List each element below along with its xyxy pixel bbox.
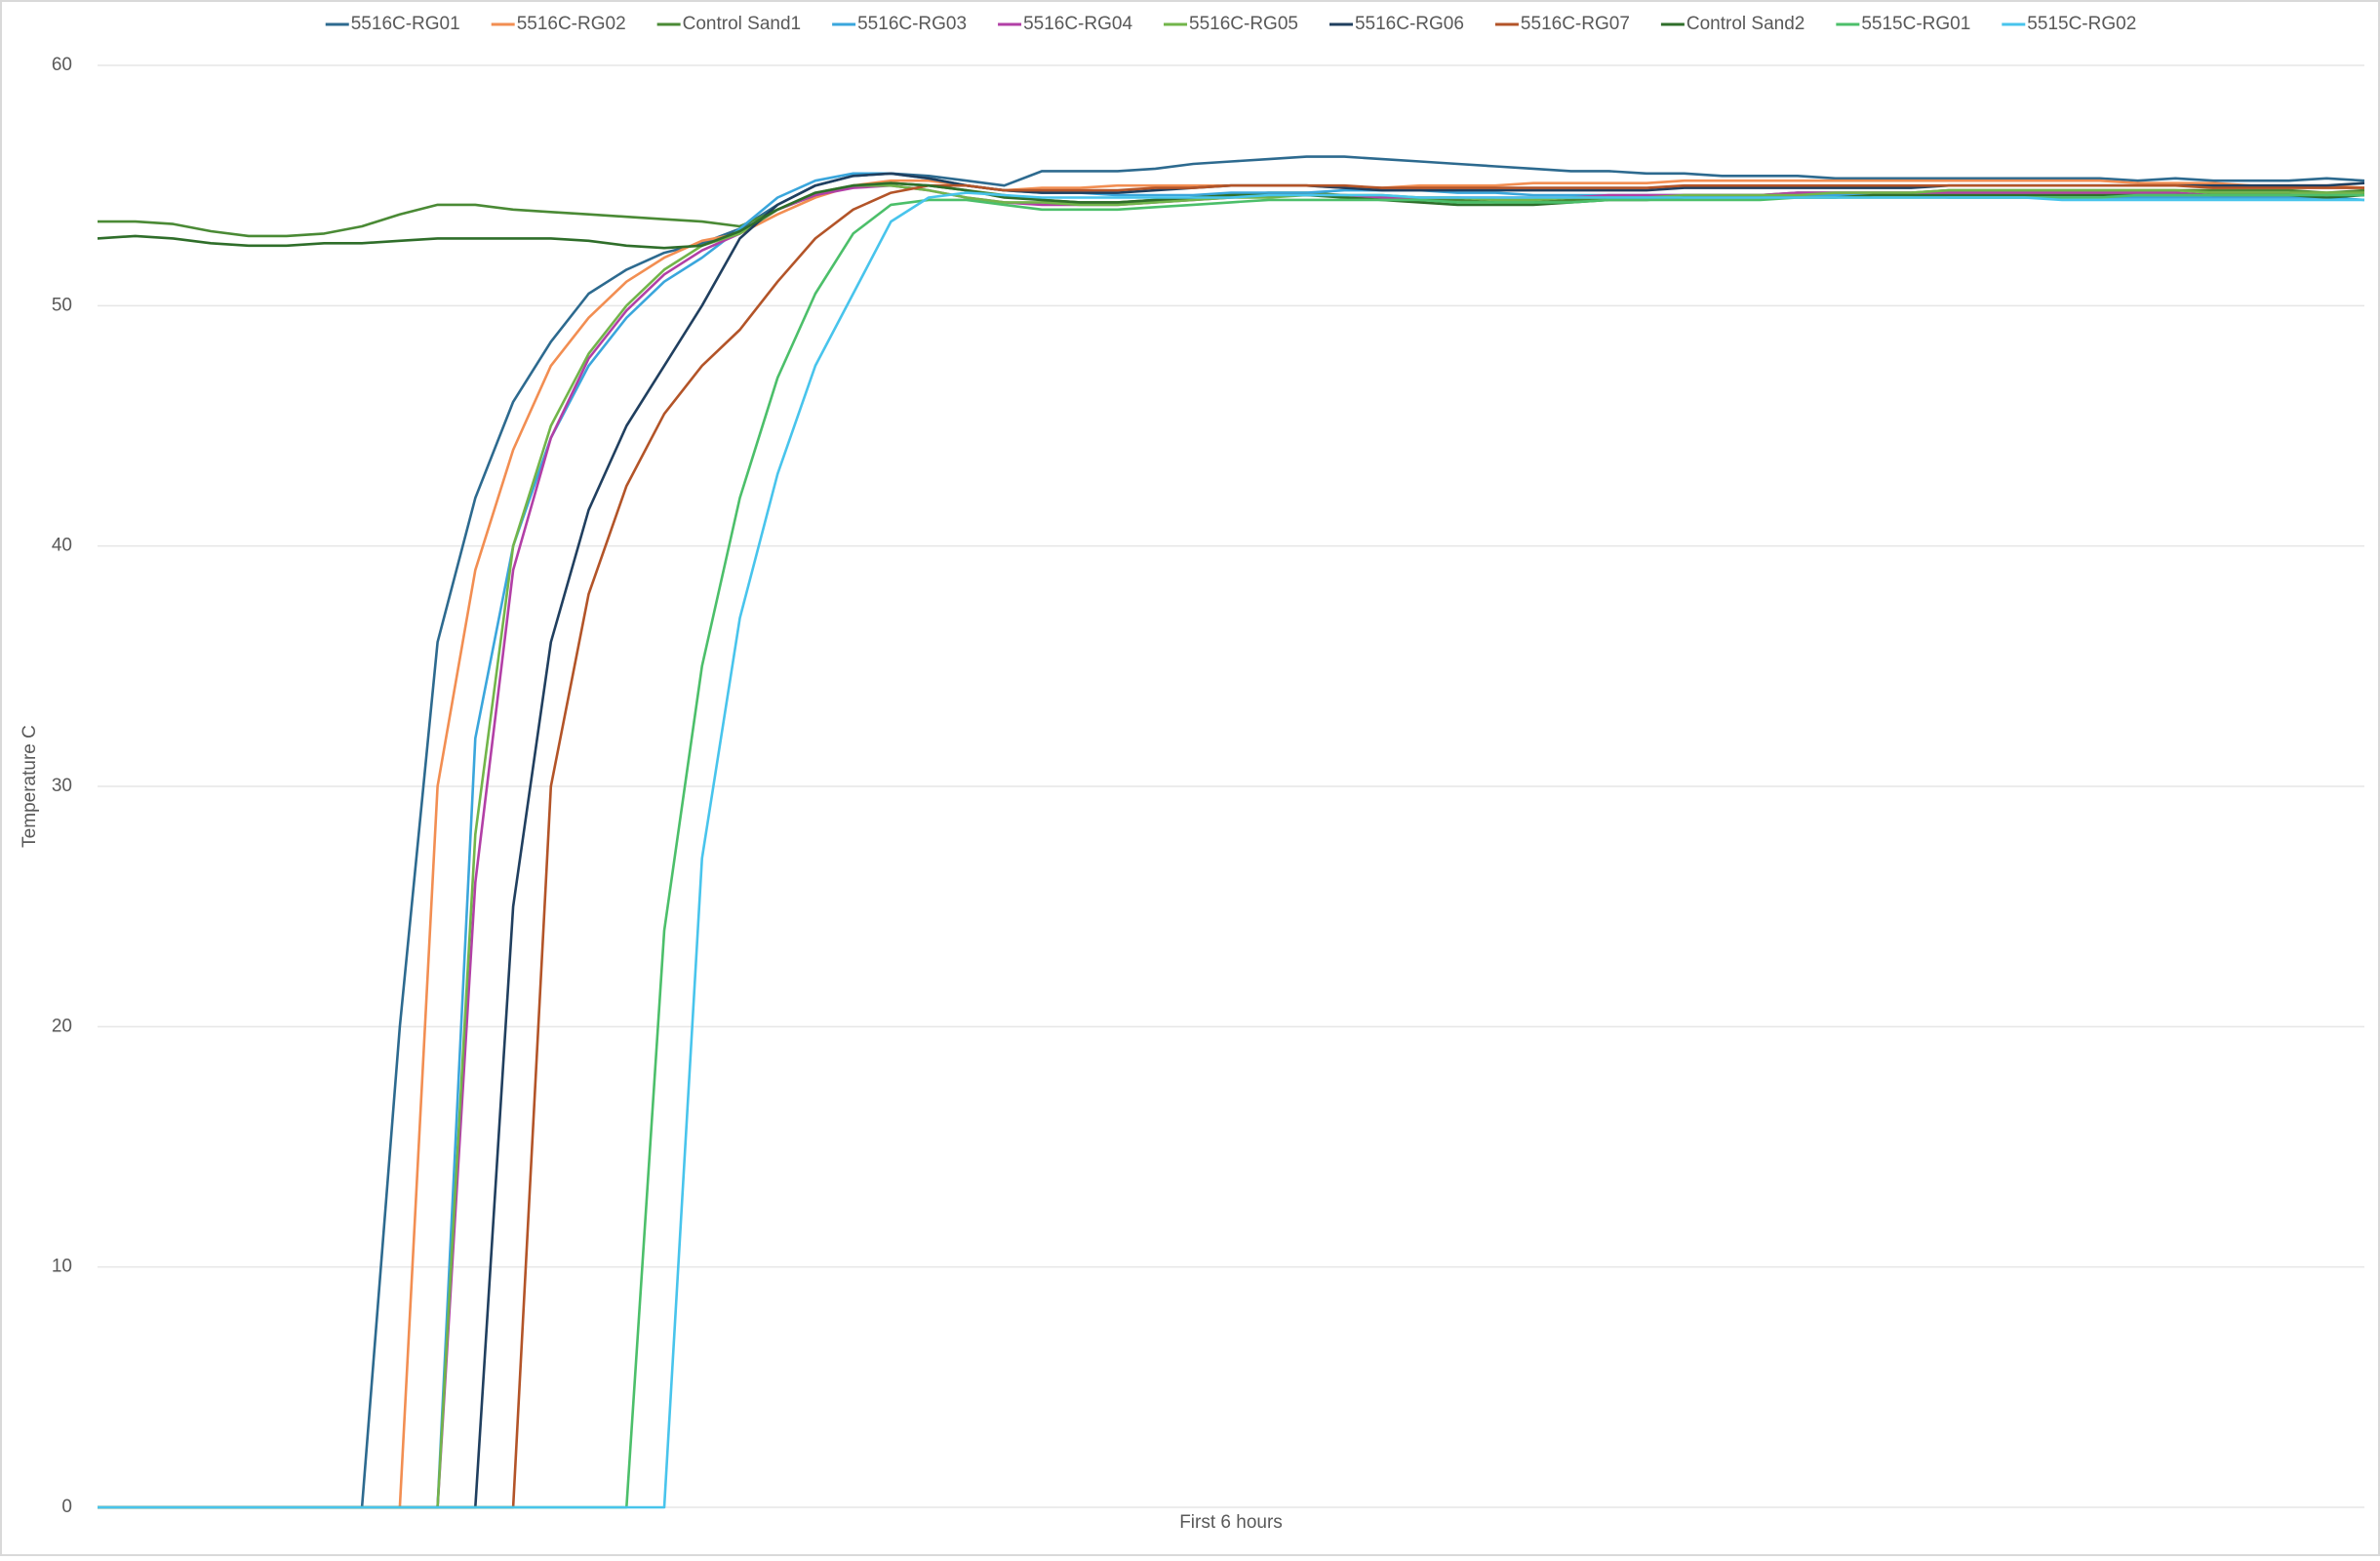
legend-item: 5516C-RG05 [1164,14,1298,34]
legend-label: 5516C-RG02 [517,14,626,34]
series-line [98,191,2364,1509]
legend-item: 5516C-RG03 [832,14,967,34]
y-tick-label: 40 [52,536,72,556]
legend-item: 5516C-RG01 [325,14,460,34]
legend-label: 5516C-RG07 [1521,14,1630,34]
y-tick-label: 50 [52,295,72,315]
legend-item: 5516C-RG04 [998,14,1132,34]
legend-label: Control Sand2 [1686,14,1805,34]
y-tick-label: 20 [52,1016,72,1036]
legend-label: 5516C-RG01 [351,14,460,34]
legend-item: Control Sand2 [1660,14,1805,34]
legend-label: Control Sand1 [683,14,801,34]
legend-label: 5515C-RG01 [1861,14,1970,34]
legend-label: 5516C-RG04 [1023,14,1132,34]
y-axis-label: Temperature C [20,725,40,848]
y-tick-label: 30 [52,776,72,796]
legend-label: 5516C-RG03 [857,14,967,34]
series-line [98,155,2365,1509]
x-axis-label: First 6 hours [1179,1512,1283,1533]
legend-item: 5516C-RG07 [1494,14,1630,34]
y-tick-label: 0 [61,1497,72,1517]
series-line [97,181,2365,250]
legend-label: 5516C-RG05 [1189,14,1298,34]
y-tick-label: 60 [52,55,72,75]
legend-item: 5516C-RG02 [491,14,626,34]
legend-label: 5515C-RG02 [2027,14,2136,34]
legend-label: 5516C-RG06 [1355,14,1464,34]
legend: 5516C-RG01 5516C-RG02 Control Sand1 5516C-R… [325,14,2136,34]
legend-item: Control Sand1 [656,14,801,34]
legend-item: 5515C-RG01 [1836,14,1970,34]
legend-item: 5516C-RG06 [1329,14,1464,34]
y-tick-label: 10 [52,1257,72,1277]
legend-item: 5515C-RG02 [2002,14,2136,34]
